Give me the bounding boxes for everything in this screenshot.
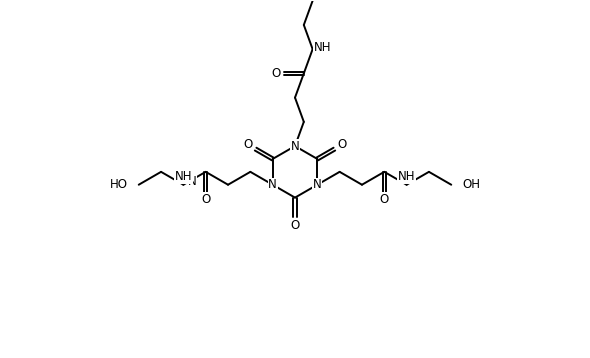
Text: OH: OH (462, 178, 480, 191)
Text: H: H (177, 170, 186, 183)
Text: O: O (201, 193, 210, 206)
Text: N: N (188, 175, 196, 188)
Text: O: O (380, 193, 389, 206)
Text: O: O (271, 67, 281, 80)
Text: OH: OH (306, 0, 323, 1)
Text: O: O (290, 219, 300, 232)
Text: NH: NH (398, 170, 415, 183)
Text: NH: NH (314, 41, 332, 54)
Text: O: O (337, 138, 346, 151)
Text: N: N (313, 178, 322, 191)
Text: N: N (291, 140, 299, 153)
Text: O: O (244, 138, 253, 151)
Text: N: N (268, 178, 277, 191)
Text: NH: NH (175, 170, 192, 183)
Text: HO: HO (110, 178, 128, 191)
